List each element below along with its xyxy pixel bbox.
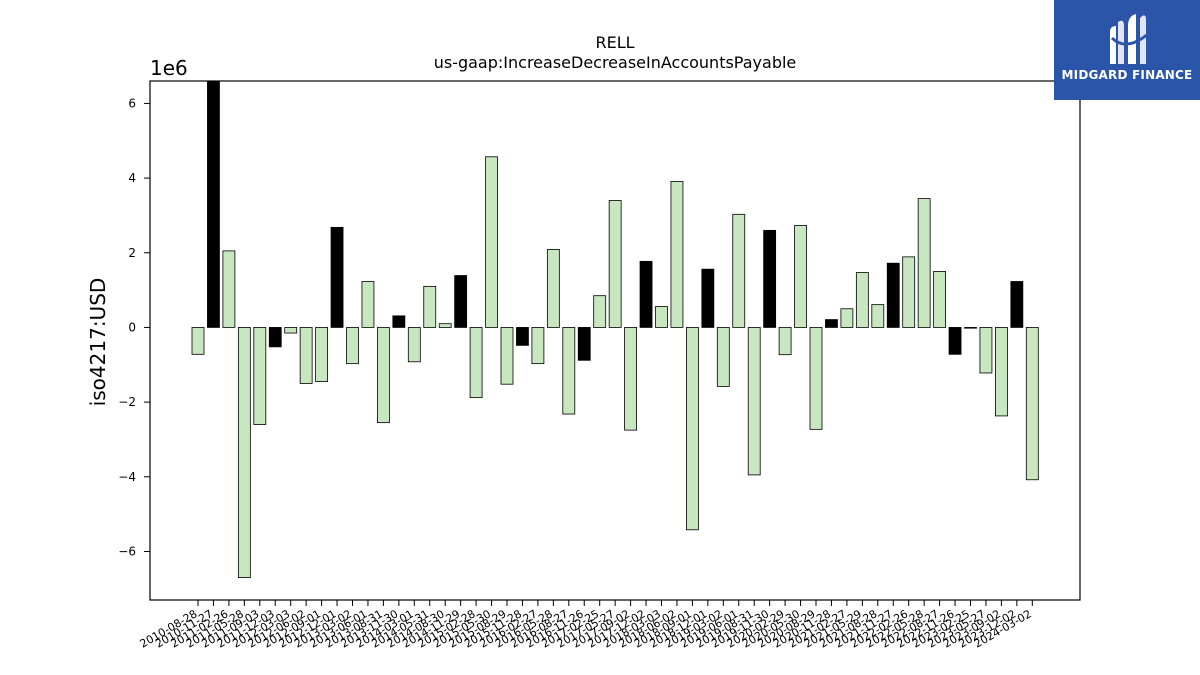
bar [639, 260, 653, 328]
bar [500, 327, 514, 385]
bar [871, 304, 885, 328]
bar [546, 248, 560, 328]
bar [794, 225, 807, 328]
bar [330, 226, 344, 328]
bar [747, 327, 761, 476]
brand-logo: MIDGARD FINANCE [1054, 0, 1200, 100]
bar [608, 200, 622, 328]
plot-frame [149, 80, 1081, 601]
bar [423, 285, 437, 328]
bar [191, 327, 205, 355]
bar [686, 327, 699, 531]
bar [299, 327, 313, 384]
y-tick-label: 4 [128, 171, 136, 185]
bar [392, 315, 406, 328]
bar [516, 327, 529, 346]
bar [454, 275, 468, 328]
bar [948, 327, 962, 355]
y-tick-label: −4 [118, 470, 136, 484]
y-tick-label: 0 [128, 320, 136, 334]
chart-title: RELL [595, 33, 634, 52]
bar [995, 327, 1008, 417]
bar [407, 327, 421, 363]
bar [1010, 281, 1024, 328]
bar [268, 327, 282, 348]
bar [886, 262, 900, 328]
bar [253, 327, 267, 425]
y-tick-label: 6 [128, 96, 136, 110]
bar [825, 319, 838, 328]
bar [670, 181, 684, 328]
bar [346, 327, 359, 365]
bar [624, 327, 637, 431]
bar [778, 327, 792, 356]
bar [1025, 327, 1039, 481]
y-tick-label: 2 [128, 246, 136, 260]
bar [577, 327, 591, 361]
bar [207, 80, 220, 328]
bar [840, 308, 854, 328]
bar [222, 250, 236, 328]
bar [716, 327, 730, 387]
bar [237, 327, 251, 578]
y-axis-label: iso4217:USD [86, 278, 110, 407]
bar [701, 268, 715, 328]
y-tick-label: −6 [118, 544, 136, 558]
bar [531, 327, 545, 365]
bar [315, 327, 329, 382]
midgard-logo-icon [1110, 14, 1149, 64]
bar [655, 306, 668, 328]
bar [964, 327, 977, 329]
brand-name: MIDGARD FINANCE [1061, 68, 1193, 82]
bar [376, 327, 390, 424]
bar [485, 156, 498, 328]
bar [809, 327, 823, 430]
bar [933, 271, 946, 328]
bar [593, 295, 607, 328]
bar [902, 256, 916, 328]
y-tick-label: −2 [118, 395, 136, 409]
bar [917, 198, 931, 328]
bar [284, 327, 298, 334]
y-axis-multiplier: 1e6 [150, 56, 188, 80]
bar [438, 323, 452, 328]
bar [469, 327, 483, 399]
bar [979, 327, 993, 374]
bar [562, 327, 576, 415]
bar [732, 213, 746, 328]
chart-subtitle: us-gaap:IncreaseDecreaseInAccountsPayabl… [434, 53, 797, 72]
bar [763, 229, 777, 328]
bar [361, 281, 375, 328]
bar [855, 272, 869, 328]
